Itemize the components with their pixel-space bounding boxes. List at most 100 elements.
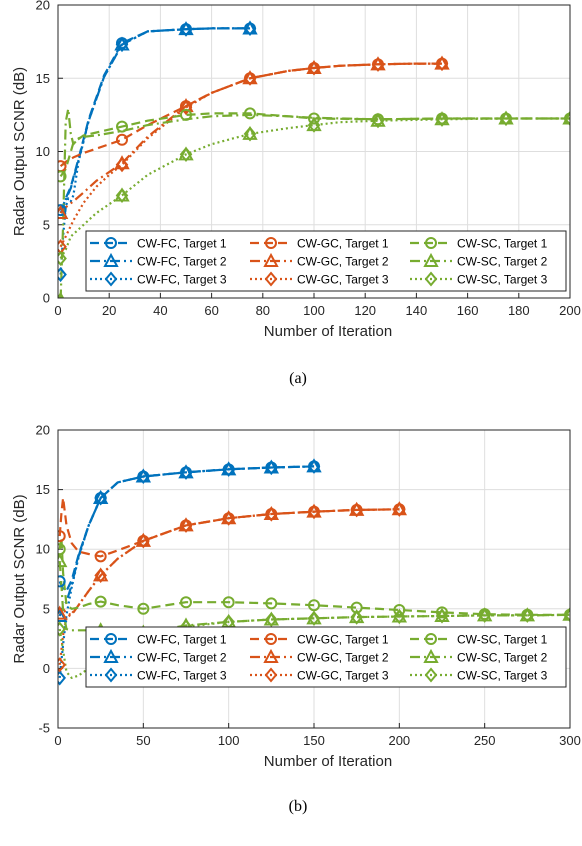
- data-point: [563, 110, 570, 127]
- legend-label: CW-FC, Target 2: [137, 651, 227, 665]
- data-point: [242, 125, 258, 140]
- data-point: [243, 20, 257, 37]
- data-point: [58, 266, 67, 283]
- series-line: [59, 112, 570, 178]
- data-point: [115, 36, 129, 53]
- series-line: [58, 508, 400, 665]
- legend-label: CW-GC, Target 1: [297, 237, 389, 251]
- series-lines: [58, 20, 570, 298]
- data-point: [307, 610, 321, 626]
- data-point: [306, 117, 322, 132]
- y-tick-label: 15: [36, 482, 50, 497]
- legend-marker: [103, 648, 119, 663]
- data-point: [307, 60, 321, 76]
- legend-marker: [265, 237, 277, 249]
- data-point: [179, 99, 193, 116]
- y-tick-label: 0: [43, 661, 50, 676]
- data-point: [434, 111, 450, 126]
- data-point: [178, 146, 194, 161]
- data-point: [371, 56, 385, 72]
- legend-marker: [104, 271, 118, 287]
- x-tick-label: 180: [508, 303, 530, 318]
- data-point: [244, 107, 256, 120]
- data-point: [94, 567, 107, 583]
- y-tick-label: 0: [43, 291, 50, 306]
- data-point: [265, 611, 278, 628]
- data-point: [350, 609, 363, 625]
- series-line: [59, 62, 442, 214]
- x-axis-label: Number of Iteration: [264, 753, 392, 770]
- x-tick-label: 40: [153, 303, 167, 318]
- data-point: [137, 533, 150, 549]
- legend-label: CW-SC, Target 3: [457, 669, 548, 683]
- x-tick-label: 0: [54, 303, 61, 318]
- legend-label: CW-FC, Target 3: [137, 669, 227, 683]
- legend-label: CW-FC, Target 1: [137, 633, 227, 647]
- data-point: [521, 607, 534, 623]
- data-point: [307, 504, 321, 520]
- data-point: [179, 517, 193, 533]
- legend-marker: [105, 633, 117, 645]
- data-point: [498, 110, 514, 125]
- legend-label: CW-GC, Target 1: [297, 633, 389, 647]
- legend-label: CW-FC, Target 3: [137, 273, 227, 287]
- data-point: [137, 468, 150, 485]
- data-point: [94, 595, 107, 608]
- data-point: [115, 157, 129, 173]
- series-line: [58, 536, 570, 616]
- x-tick-label: 200: [559, 303, 581, 318]
- data-point: [562, 606, 570, 621]
- x-tick-label: 60: [204, 303, 218, 318]
- legend-label: CW-GC, Target 2: [297, 651, 389, 665]
- data-point: [436, 606, 448, 619]
- y-tick-label: 15: [36, 71, 50, 86]
- legend-label: CW-SC, Target 2: [457, 255, 548, 269]
- y-axis-label: Radar Output SCNR (dB): [11, 494, 28, 663]
- legend-label: CW-GC, Target 3: [297, 669, 389, 683]
- legend-marker: [265, 633, 277, 645]
- x-tick-label: 250: [474, 733, 496, 748]
- y-tick-label: 10: [36, 144, 50, 159]
- data-point: [58, 607, 68, 622]
- legend-marker: [263, 252, 279, 267]
- data-point: [116, 133, 128, 146]
- data-point: [58, 575, 66, 588]
- legend-marker: [104, 667, 118, 683]
- legend-label: CW-FC, Target 1: [137, 237, 227, 251]
- legend-marker: [424, 271, 438, 287]
- data-point: [435, 608, 449, 624]
- series-line: [58, 465, 315, 679]
- axes-box: [57, 429, 571, 729]
- x-tick-label: 150: [303, 733, 325, 748]
- series-line: [59, 107, 570, 298]
- legend-marker: [425, 237, 437, 249]
- legend: CW-FC, Target 1 CW-FC, Target 2 CW-FC, Tar…: [85, 230, 567, 292]
- data-point: [58, 670, 67, 686]
- legend-label: CW-SC, Target 2: [457, 651, 548, 665]
- axes-box: [57, 4, 571, 299]
- y-tick-label: 20: [36, 0, 50, 13]
- data-point: [265, 597, 278, 610]
- data-point: [114, 187, 130, 202]
- data-point: [393, 603, 406, 616]
- series-lines: [58, 458, 570, 686]
- data-point: [265, 506, 278, 522]
- data-point: [58, 621, 67, 637]
- legend: CW-FC, Target 1 CW-FC, Target 2 CW-FC, Tar…: [85, 626, 567, 688]
- series-line: [58, 613, 570, 680]
- y-tick-label: 5: [43, 217, 50, 232]
- legend-marker: [103, 252, 119, 267]
- legend-box: [85, 230, 567, 292]
- chart-b: 0 50 100 150 200 250 300 -5 0 5 10 15 20 Number of It…: [11, 423, 581, 816]
- caption: (a): [289, 370, 307, 387]
- data-point: [180, 596, 192, 609]
- data-point: [58, 204, 69, 220]
- data-point: [58, 657, 67, 673]
- x-tick-label: 50: [136, 733, 150, 748]
- legend-marker: [263, 648, 279, 663]
- y-tick-label: 5: [43, 601, 50, 616]
- legend-marker: [264, 667, 278, 683]
- x-tick-label: 200: [388, 733, 410, 748]
- data-point: [137, 602, 150, 615]
